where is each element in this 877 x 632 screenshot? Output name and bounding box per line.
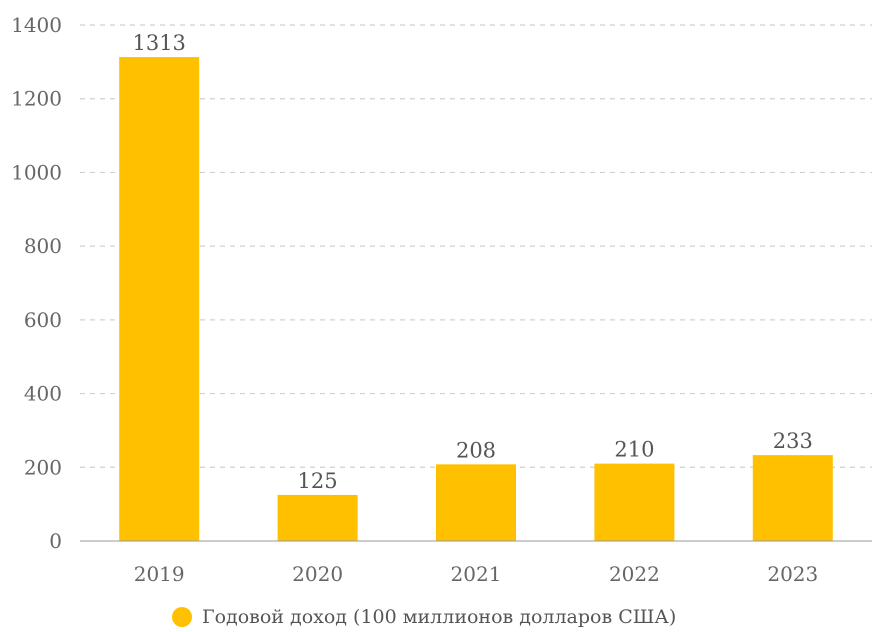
bar-2020 [277,494,358,541]
bar-chart: 0 200 400 600 800 1000 1200 1400 1313 125 208 210 2… [11,13,872,586]
x-tick-label: 2020 [292,562,343,586]
y-tick-label: 200 [24,455,62,479]
bar-2019 [119,57,200,542]
y-tick-label: 1400 [11,13,62,37]
data-label: 210 [614,438,654,462]
data-label: 208 [456,438,496,462]
y-axis: 0 200 400 600 800 1000 1200 1400 [11,13,62,553]
legend-label: Годовой доход (100 миллионов долларов СШ… [202,606,677,628]
bar-2023 [752,455,833,541]
y-tick-label: 0 [49,529,62,553]
y-tick-label: 800 [24,234,62,258]
bars: 1313 125 208 210 233 [119,31,833,542]
data-label: 125 [298,469,338,493]
x-axis: 2019 2020 2021 2022 2023 [80,540,872,586]
y-tick-label: 1000 [11,160,62,184]
y-tick-label: 1200 [11,87,62,111]
x-tick-label: 2021 [451,562,502,586]
x-tick-label: 2023 [767,562,818,586]
bar-2022 [594,463,675,541]
y-tick-label: 400 [24,382,62,406]
bar-2021 [436,464,516,541]
gridlines [80,24,872,468]
x-tick-label: 2022 [609,562,660,586]
y-tick-label: 600 [24,308,62,332]
data-label: 1313 [132,31,185,55]
legend-marker [172,607,192,627]
x-tick-label: 2019 [134,562,185,586]
legend: Годовой доход (100 миллионов долларов СШ… [172,606,676,628]
data-label: 233 [773,429,813,453]
